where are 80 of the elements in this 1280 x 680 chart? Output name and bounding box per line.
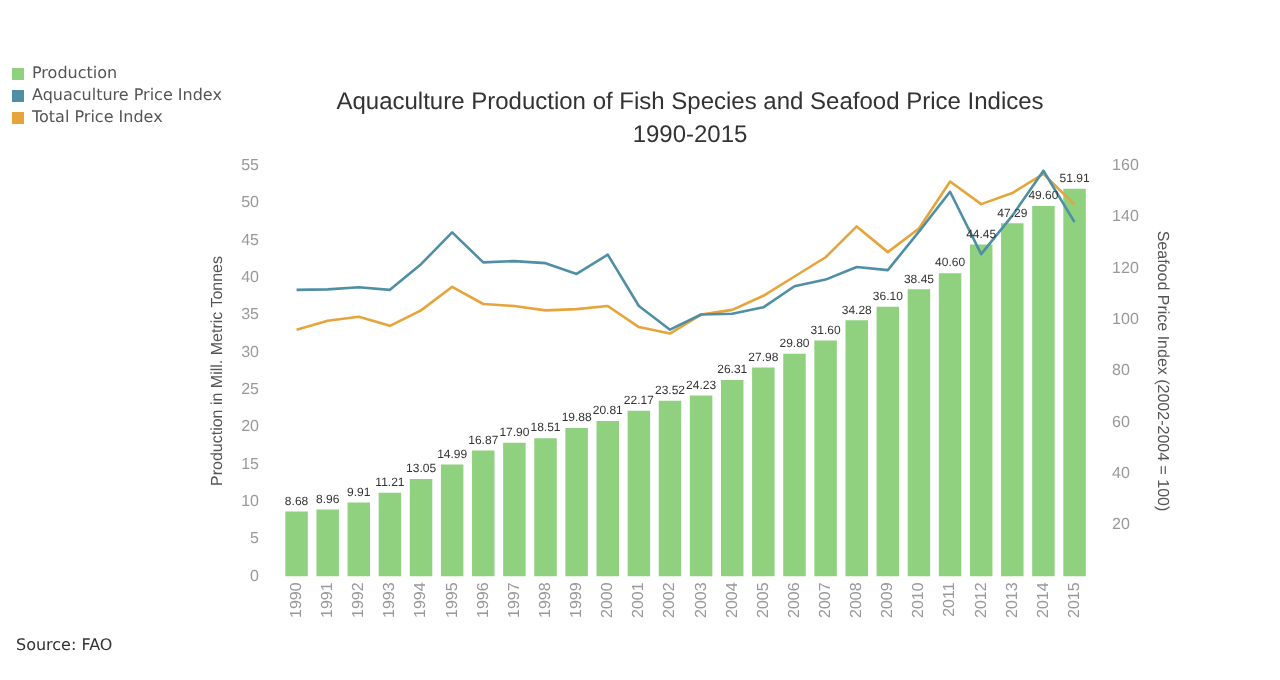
bar <box>658 400 682 577</box>
bar <box>876 306 900 577</box>
bar <box>969 244 993 577</box>
bar <box>596 420 619 577</box>
bar <box>503 442 526 577</box>
x-tick-label: 2012 <box>971 581 990 618</box>
bar <box>378 492 402 577</box>
y2-tick-label: 40 <box>1112 464 1131 483</box>
x-tick-label: 2014 <box>1033 581 1052 618</box>
x-tick-label: 2008 <box>847 581 866 618</box>
legend-label: Aquaculture Price Index <box>30 86 222 104</box>
bar <box>565 427 588 577</box>
bar <box>316 509 339 577</box>
bar <box>1032 205 1055 577</box>
y-tick-label: 30 <box>241 342 261 361</box>
x-tick-label: 2004 <box>722 581 741 618</box>
y2-axis-title: Seafood Price Index (2002-2004 = 100) <box>1153 230 1172 512</box>
x-tick-label: 2003 <box>691 581 710 618</box>
bar <box>783 353 806 577</box>
legend-label: Production <box>30 64 120 82</box>
y-tick-label: 55 <box>241 156 261 175</box>
bar <box>1063 188 1086 577</box>
y-tick-label: 5 <box>250 529 261 548</box>
bar <box>814 340 837 577</box>
chart-subtitle: 1990-2015 <box>632 119 749 148</box>
bar <box>534 438 557 577</box>
x-tick-label: 1994 <box>411 581 430 618</box>
y-tick-label: 0 <box>250 566 261 585</box>
bar <box>440 464 464 577</box>
x-tick-label: 2007 <box>815 581 834 618</box>
bar <box>347 502 371 577</box>
bar <box>907 289 931 577</box>
y-tick-label: 35 <box>241 305 261 324</box>
bar <box>1001 223 1024 577</box>
y-tick-label: 40 <box>241 268 261 287</box>
x-tick-label: 1992 <box>349 581 368 618</box>
x-tick-label: 1999 <box>567 581 586 618</box>
x-tick-label: 2000 <box>598 581 617 618</box>
y2-tick-label: 20 <box>1112 515 1131 534</box>
x-tick-label: 2006 <box>784 581 803 618</box>
y-tick-label: 15 <box>241 454 261 473</box>
y-tick-label: 45 <box>241 230 261 249</box>
y-tick-label: 20 <box>241 417 261 436</box>
bar <box>720 379 744 577</box>
y2-tick-label: 80 <box>1112 361 1131 380</box>
y-tick-label: 10 <box>241 492 261 511</box>
x-tick-label: 1991 <box>318 581 337 618</box>
x-tick-label: 2001 <box>629 581 648 618</box>
chart-title: Aquaculture Production of Fish Species and Seafood Price Indices <box>336 87 1044 116</box>
bar <box>627 410 651 577</box>
x-tick-label: 2011 <box>940 581 959 617</box>
bar <box>285 511 308 577</box>
bar <box>845 320 868 577</box>
x-tick-label: 2009 <box>878 581 897 618</box>
bar <box>752 367 775 577</box>
source-note: Source: FAO <box>16 636 113 654</box>
y2-tick-label: 120 <box>1112 258 1140 277</box>
x-tick-label: 2013 <box>1002 581 1021 618</box>
x-tick-label: 1997 <box>504 581 523 618</box>
bar <box>472 450 495 577</box>
x-tick-label: 1990 <box>286 581 305 618</box>
y-tick-label: 25 <box>241 380 261 399</box>
legend-label: Total Price Index <box>30 108 165 126</box>
x-tick-label: 1995 <box>442 581 461 618</box>
y2-tick-label: 100 <box>1112 310 1140 329</box>
x-tick-label: 2010 <box>909 581 928 618</box>
y-axis-title: Production in Mill. Metric Tonnes <box>208 255 227 487</box>
x-tick-label: 1993 <box>380 581 399 618</box>
x-tick-label: 1998 <box>535 581 554 618</box>
x-tick-label: 2002 <box>660 581 679 618</box>
x-tick-label: 2005 <box>753 581 772 618</box>
y2-tick-label: 60 <box>1112 412 1131 431</box>
x-tick-label: 2015 <box>1064 581 1083 618</box>
bar <box>689 395 713 577</box>
x-tick-label: 1996 <box>473 581 492 618</box>
y-tick-label: 50 <box>241 193 261 212</box>
bar <box>409 478 433 577</box>
y2-tick-label: 160 <box>1112 156 1140 175</box>
y2-tick-label: 140 <box>1112 207 1140 226</box>
bar <box>938 273 962 577</box>
